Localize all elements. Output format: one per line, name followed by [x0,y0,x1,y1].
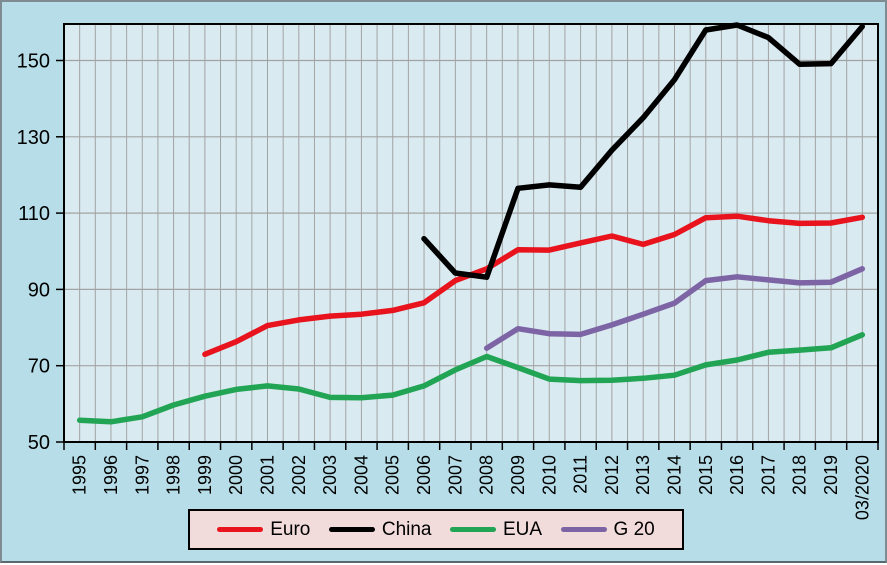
legend-swatch-china [328,527,375,532]
x-axis-label: 2013 [633,455,653,495]
y-axis-label: 110 [18,203,50,225]
x-axis-label: 2019 [821,455,841,495]
legend-label-eua: EUA [502,518,543,540]
series-line-china [421,22,866,280]
x-axis-label: 2014 [665,455,685,495]
x-axis-label: 2007 [445,455,465,495]
x-axis-label: 1999 [195,455,215,495]
x-axis-label: 2011 [571,455,591,494]
x-axis-label: 2015 [696,455,716,495]
legend-item-g20: G 20 [560,518,655,541]
y-axis-label: 50 [28,432,50,454]
x-axis-label: 1998 [164,455,184,495]
x-axis-label: 2002 [289,455,309,495]
x-axis-label: 2005 [383,455,403,495]
x-axis-label: 2008 [477,455,497,495]
y-axis-label: 130 [17,127,50,149]
y-axis-label: 150 [17,51,50,73]
series-line-g20 [483,266,866,351]
x-axis-label: 2018 [790,455,810,495]
legend-item-china: China [328,518,432,541]
y-axis-label: 90 [28,279,50,301]
x-axis-label: 2009 [508,455,528,495]
legend-label-euro: Euro [270,518,311,540]
x-axis-label: 2017 [758,455,778,495]
series-line-eua [76,332,866,425]
legend-swatch-eua [449,527,496,532]
x-axis-label: 2000 [226,455,246,495]
x-axis-label: 1997 [132,455,152,495]
legend-swatch-g20 [560,527,607,532]
chart-legend: Euro China EUA G 20 [188,509,684,550]
x-axis-label: 2004 [351,455,371,495]
legend-item-eua: EUA [449,518,543,541]
x-axis-label: 2006 [414,455,434,495]
x-axis-label: 1995 [70,455,90,495]
legend-label-g20: G 20 [613,518,655,540]
legend-item-euro: Euro [217,519,310,541]
x-axis-label: 03/2020 [852,455,872,520]
x-axis-label: 2001 [258,455,278,495]
x-axis-label: 1996 [101,455,121,495]
legend-label-china: China [381,518,432,540]
series-line-euro [202,213,866,358]
x-axis-label: 2016 [727,455,747,495]
x-axis-label: 2010 [539,455,559,495]
x-axis-label: 2003 [320,455,340,495]
legend-swatch-euro [217,527,264,532]
y-axis-label: 70 [28,356,50,378]
x-axis-label: 2012 [602,455,622,495]
